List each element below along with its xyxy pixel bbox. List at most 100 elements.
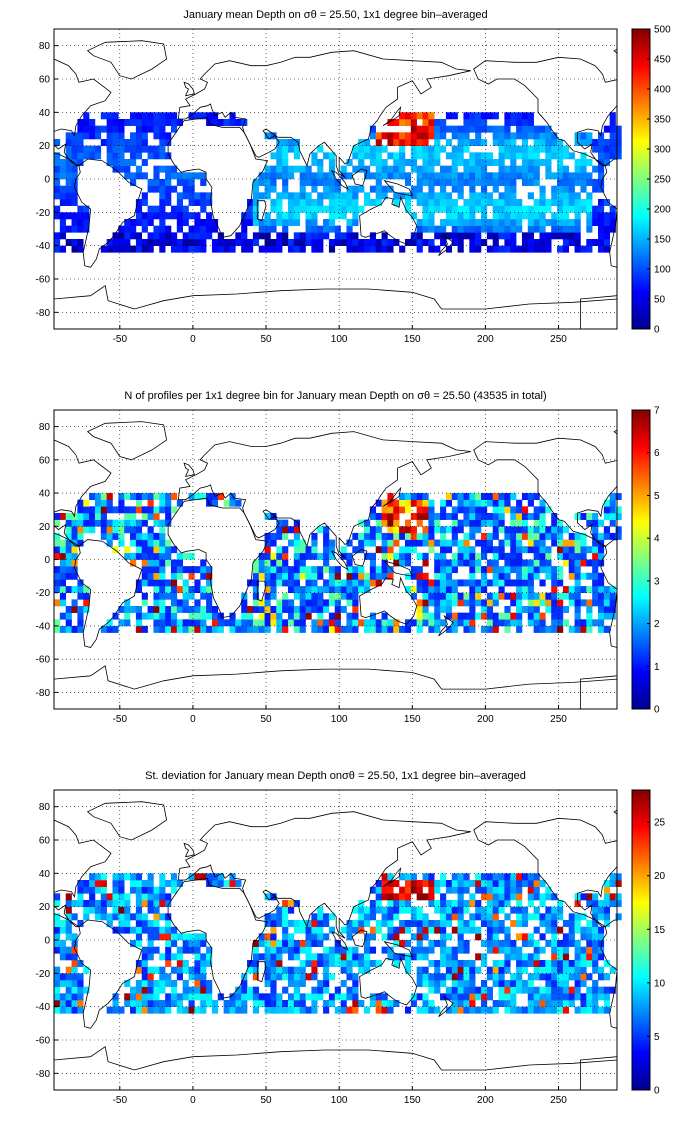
data-cell (481, 239, 488, 246)
data-cell (416, 145, 423, 153)
data-cell (323, 953, 330, 961)
data-cell (188, 112, 195, 120)
data-cell (59, 625, 66, 633)
data-cell (147, 119, 154, 126)
data-cell (247, 205, 254, 213)
data-cell (247, 966, 254, 974)
data-cell (188, 232, 195, 240)
data-cell (311, 986, 318, 994)
data-cell (323, 920, 330, 927)
data-cell (200, 619, 207, 627)
data-cell (422, 125, 429, 133)
data-cell (445, 212, 453, 220)
data-cell (410, 512, 417, 520)
data-cell (586, 933, 593, 941)
data-cell (317, 986, 324, 994)
data-cell (328, 152, 336, 160)
data-cell (323, 185, 330, 193)
data-cell (100, 245, 107, 253)
data-cell (323, 205, 330, 213)
data-cell (381, 612, 388, 620)
data-cell (463, 112, 470, 120)
data-cell (159, 119, 166, 126)
data-cell (603, 245, 610, 253)
data-cell (293, 579, 300, 587)
data-cell (375, 920, 382, 927)
data-cell (481, 566, 488, 574)
data-cell (54, 966, 61, 974)
data-cell (481, 139, 488, 146)
data-cell (287, 1000, 295, 1007)
data-cell (592, 212, 599, 220)
data-cell (276, 205, 283, 213)
data-cell (387, 546, 394, 554)
data-cell (557, 152, 564, 160)
data-cell (165, 185, 172, 193)
data-cell (135, 940, 143, 947)
data-cell (498, 893, 505, 901)
data-cell (328, 159, 336, 166)
data-cell (328, 539, 336, 547)
colorbar-tick-label: 300 (654, 145, 671, 156)
data-cell (311, 179, 318, 186)
data-cell (393, 552, 400, 560)
data-cell (533, 546, 540, 554)
data-cell (557, 966, 564, 974)
data-cell (328, 586, 336, 594)
data-cell (451, 165, 458, 173)
data-cell (328, 192, 336, 200)
data-cell (568, 933, 575, 941)
data-cell (188, 212, 195, 220)
data-cell (194, 599, 201, 607)
data-cell (124, 980, 131, 987)
data-cell (188, 612, 195, 620)
data-cell (551, 986, 558, 994)
data-cell (159, 199, 166, 206)
data-cell (486, 966, 494, 974)
data-cell (381, 893, 388, 901)
data-cell (434, 225, 441, 233)
data-cell (393, 880, 400, 887)
data-cell (364, 245, 371, 253)
data-cell (293, 946, 300, 954)
data-cell (276, 619, 283, 627)
data-cell (551, 993, 558, 1001)
data-cell (410, 539, 417, 547)
data-cell (176, 586, 183, 594)
data-cell (475, 499, 482, 507)
data-cell (282, 179, 289, 186)
data-cell (54, 172, 61, 180)
data-cell (364, 960, 371, 967)
data-cell (165, 179, 172, 186)
data-cell (387, 172, 394, 180)
data-cell (410, 586, 417, 594)
data-cell (299, 993, 306, 1001)
data-cell (375, 519, 382, 527)
data-cell (282, 900, 289, 907)
data-cell (65, 139, 72, 146)
data-cell (100, 499, 107, 507)
data-cell (574, 572, 581, 580)
data-cell (516, 933, 523, 941)
data-cell (498, 192, 505, 200)
data-cell (574, 546, 581, 554)
data-cell (410, 526, 417, 534)
data-cell (463, 539, 470, 547)
data-cell (182, 966, 189, 974)
data-cell (562, 192, 570, 200)
data-cell (323, 539, 330, 547)
data-cell (451, 1000, 458, 1007)
data-cell (112, 145, 119, 153)
data-cell (206, 986, 213, 994)
data-cell (481, 225, 488, 233)
data-cell (399, 886, 406, 894)
data-cell (165, 132, 172, 140)
data-cell (100, 526, 107, 534)
data-cell (451, 239, 458, 246)
data-cell (475, 112, 482, 120)
data-cell (153, 886, 160, 894)
data-cell (305, 212, 312, 220)
data-cell (410, 165, 417, 173)
data-cell (287, 539, 295, 547)
